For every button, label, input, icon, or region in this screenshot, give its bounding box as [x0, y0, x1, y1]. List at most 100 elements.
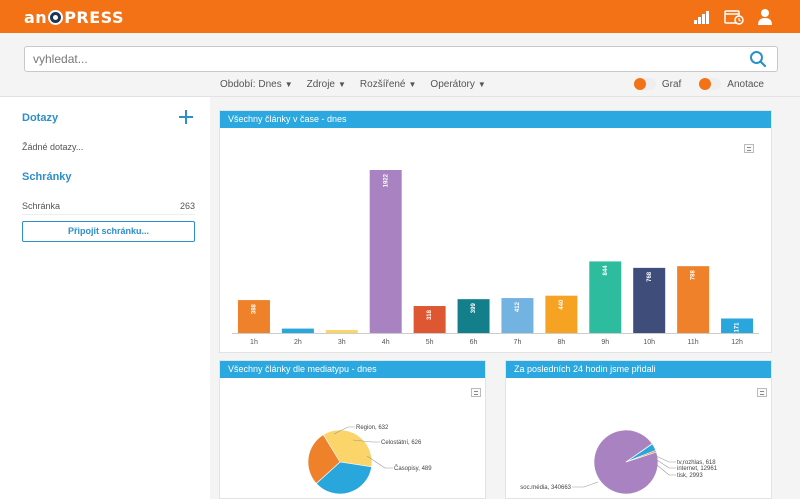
bar-value-label: 788 [691, 270, 697, 281]
chart-menu-icon[interactable] [471, 388, 481, 397]
filter-sources-label: Zdroje [306, 79, 335, 90]
x-tick-label: 6h [470, 339, 478, 346]
pie-slice-label: Celostátní, 626 [381, 440, 422, 446]
bar-value-label: 399 [471, 303, 477, 314]
chart-menu-icon[interactable] [757, 388, 767, 397]
logo[interactable]: an PRESS [24, 7, 124, 27]
queries-empty-text: Žádné dotazy... [22, 142, 84, 152]
filter-sources-dropdown[interactable]: Zdroje ▼ [307, 79, 346, 90]
filter-operators-label: Operátory [430, 79, 475, 90]
top-bar: an PRESS [0, 0, 800, 33]
x-tick-label: 10h [643, 339, 655, 346]
user-icon[interactable] [756, 8, 774, 26]
bar-7h[interactable] [501, 298, 534, 333]
bar-10h[interactable] [633, 267, 666, 333]
graph-switch[interactable] [633, 78, 656, 90]
x-tick-label: 2h [294, 339, 302, 346]
bar-value-label: 318 [427, 309, 433, 320]
boxes-title: Schránky [22, 171, 72, 183]
caret-down-icon: ▼ [284, 80, 293, 89]
chart-menu-icon[interactable] [744, 144, 754, 153]
bar-5h[interactable] [413, 306, 446, 333]
x-tick-label: 9h [601, 339, 609, 346]
pie-leader-line [656, 459, 676, 469]
search-input[interactable] [25, 47, 725, 71]
pie-slice-label: soc.média, 340663 [520, 485, 571, 491]
bar-value-label: 768 [647, 271, 653, 282]
box-item-count: 263 [179, 201, 195, 211]
logo-text-right: PRESS [64, 7, 124, 27]
toggle-graph[interactable]: Graf [633, 78, 682, 90]
caret-down-icon: ▼ [408, 80, 417, 89]
media-pie-chart: Region, 632 Celostátní, 626 Časopisy, 489 [307, 425, 432, 495]
filter-bar: Období: Dnes ▼ Zdroje ▼ Rozšířené ▼ Oper… [220, 79, 486, 90]
bar-value-label: 388 [252, 303, 258, 314]
bar-1h[interactable] [237, 300, 270, 333]
toggle-annotation[interactable]: Anotace [699, 78, 764, 90]
panel-last24-title: Za posledních 24 hodin jsme přidali [506, 361, 771, 378]
search-bar [24, 46, 778, 72]
x-tick-label: 3h [338, 339, 346, 346]
x-tick-label: 12h [731, 339, 743, 346]
pie-slice[interactable] [307, 434, 341, 484]
pie-slice-label: internet, 12961 [677, 466, 718, 472]
panel-last24: Za posledních 24 hodin jsme přidali tv,r… [505, 360, 772, 499]
signal-icon[interactable] [692, 8, 710, 26]
pie-leader-line [572, 481, 599, 488]
pie-slice-label: tv,rozhlas, 618 [677, 460, 716, 466]
calendar-clock-icon[interactable] [724, 8, 744, 26]
filter-period-label: Období: Dnes [220, 79, 282, 90]
pie-slice-label: tisk, 2993 [677, 473, 703, 479]
panel-time-title: Všechny články v čase - dnes [220, 111, 771, 128]
filter-advanced-dropdown[interactable]: Rozšířené ▼ [360, 79, 417, 90]
x-tick-label: 4h [382, 339, 390, 346]
toggle-graph-label: Graf [661, 78, 682, 90]
filter-period-dropdown[interactable]: Období: Dnes ▼ [220, 79, 293, 90]
filter-operators-dropdown[interactable]: Operátory ▼ [430, 79, 485, 90]
bar-value-label: 844 [603, 265, 609, 276]
bar-4h[interactable] [369, 170, 402, 333]
pie-slice[interactable] [625, 449, 657, 463]
bar-6h[interactable] [457, 299, 490, 333]
bar-value-label: 412 [515, 301, 521, 312]
panel-time: Všechny články v čase - dnes 388 1h 2h 3h 19… [219, 110, 772, 353]
connect-box-button[interactable]: Připojit schránku... [22, 221, 195, 242]
caret-down-icon: ▼ [477, 80, 486, 89]
pie-leader-line [352, 439, 380, 443]
pie-slice[interactable] [322, 429, 373, 468]
bar-chart: 388 1h 2h 3h 1922 4h 318 5h 399 6h 412 7h 440 8h 844 9h… [232, 170, 759, 346]
pie-leader-line [656, 464, 676, 476]
pie-leader-line [366, 455, 393, 469]
search-icon[interactable] [749, 50, 767, 68]
x-tick-label: 11h [688, 339, 699, 346]
bar-value-label: 1922 [383, 173, 389, 187]
logo-text-left: an [24, 7, 48, 27]
x-tick-label: 5h [426, 339, 434, 346]
bar-12h[interactable] [721, 318, 754, 333]
queries-title: Dotazy [22, 112, 59, 124]
panel-media-title: Všechny články dle mediatypu - dnes [220, 361, 485, 378]
bar-9h[interactable] [589, 261, 622, 333]
sidebar-divider [22, 214, 195, 215]
panel-media: Všechny články dle mediatypu - dnes Regi… [219, 360, 486, 499]
pie-leader-line [333, 426, 355, 435]
add-query-icon[interactable] [178, 109, 194, 125]
bar-value-label: 440 [559, 299, 565, 310]
logo-eye-icon [48, 9, 64, 25]
bar-value-label: 171 [735, 322, 741, 333]
caret-down-icon: ▼ [338, 80, 346, 89]
bar-3h[interactable] [325, 330, 358, 333]
bar-8h[interactable] [545, 295, 578, 333]
box-item-label[interactable]: Schránka [22, 201, 61, 211]
pie-slice-label: Region, 632 [356, 425, 389, 431]
pie-slice[interactable] [315, 461, 372, 495]
toggle-annotation-label: Anotace [727, 78, 764, 90]
pie-slice-label: Časopisy, 489 [394, 465, 432, 472]
x-tick-label: 7h [514, 339, 522, 346]
bar-11h[interactable] [677, 266, 710, 333]
toggle-group: Graf Anotace [633, 78, 764, 90]
filter-advanced-label: Rozšířené [359, 79, 406, 90]
bar-2h[interactable] [281, 328, 314, 333]
annotation-switch[interactable] [699, 78, 722, 90]
